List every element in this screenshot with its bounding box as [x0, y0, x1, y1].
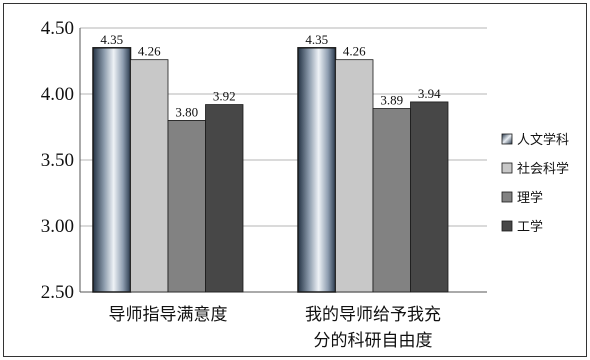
legend-swatch — [501, 162, 513, 174]
bar — [205, 104, 244, 293]
bar — [92, 47, 132, 293]
data-label: 4.26 — [343, 44, 366, 59]
legend-label: 人文学科 — [517, 132, 569, 148]
x-category-label: 导师指导满意度 — [109, 305, 228, 325]
y-tick-label: 4.50 — [41, 18, 74, 39]
data-label: 4.35 — [305, 32, 328, 47]
chart-frame — [3, 3, 587, 357]
legend-label: 工学 — [517, 219, 543, 235]
legend-label: 理学 — [517, 190, 543, 206]
y-tick-label: 3.00 — [41, 216, 74, 237]
bars — [92, 47, 449, 293]
legend-swatch — [501, 133, 513, 145]
data-label: 3.94 — [418, 86, 441, 101]
data-label: 4.35 — [100, 32, 123, 47]
data-label: 4.26 — [138, 44, 161, 59]
legend-label: 社会科学 — [517, 161, 569, 177]
y-tick-label: 3.50 — [41, 150, 74, 171]
legend-swatch — [501, 191, 513, 203]
bar — [297, 47, 337, 293]
y-tick-label: 4.00 — [41, 84, 74, 105]
data-label: 3.92 — [213, 89, 236, 104]
y-tick-labels: 2.50 3.00 3.50 4.00 4.50 — [41, 18, 74, 303]
x-category-label: 分的科研自由度 — [314, 331, 433, 351]
bar — [167, 120, 206, 293]
data-label: 3.89 — [380, 93, 403, 108]
bar — [410, 101, 449, 293]
bar — [130, 59, 169, 293]
legend-swatch — [501, 220, 513, 232]
bar — [335, 59, 374, 293]
bar — [372, 108, 411, 293]
data-labels: 4.35 4.26 3.80 3.92 4.35 4.26 3.89 3.94 — [100, 32, 441, 120]
y-tick-label: 2.50 — [41, 282, 74, 303]
data-label: 3.80 — [175, 104, 198, 119]
x-category-label: 我的导师给予我充 — [305, 305, 441, 325]
